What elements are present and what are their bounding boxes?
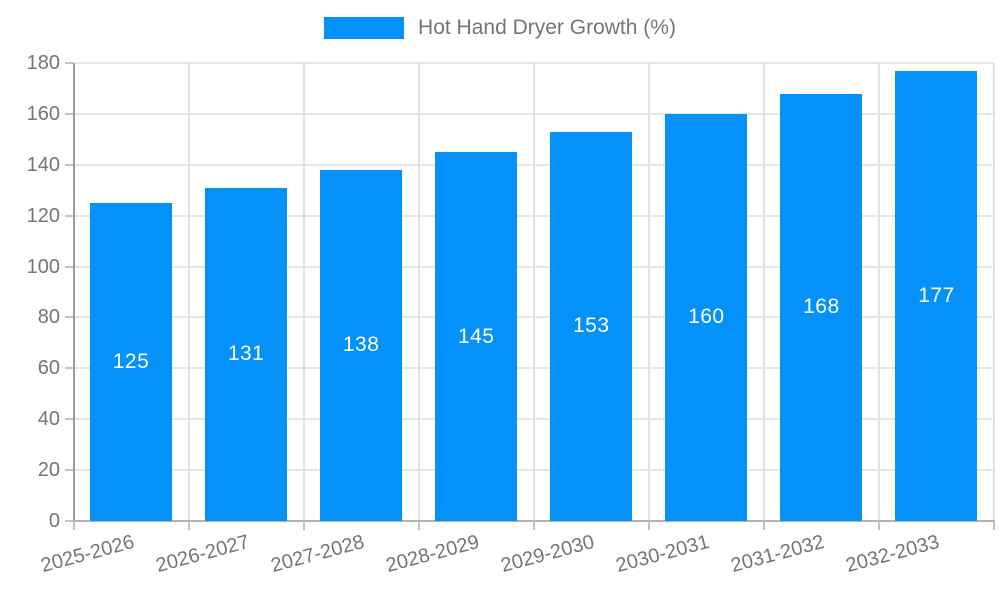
y-tick xyxy=(64,265,73,268)
y-axis-label: 60 xyxy=(37,357,60,380)
v-gridline xyxy=(762,63,765,521)
v-gridline xyxy=(187,63,190,521)
x-tick xyxy=(417,521,420,530)
x-tick xyxy=(72,521,75,530)
y-tick xyxy=(64,520,73,522)
y-axis-label: 20 xyxy=(37,459,60,482)
x-tick xyxy=(532,521,535,530)
y-tick xyxy=(64,112,73,115)
legend-swatch xyxy=(324,17,405,39)
y-tick xyxy=(64,214,73,217)
x-tick xyxy=(993,521,995,530)
y-axis-label: 180 xyxy=(26,52,60,74)
bar[interactable]: 168 xyxy=(780,93,863,521)
bar-value-label: 131 xyxy=(227,342,265,366)
y-axis-label: 120 xyxy=(26,204,60,227)
y-axis-line xyxy=(72,63,75,521)
bar-value-label: 177 xyxy=(918,283,955,307)
y-axis-label: 0 xyxy=(48,510,60,532)
y-tick xyxy=(64,367,73,370)
y-axis-label: 40 xyxy=(37,408,60,431)
y-axis-label: 140 xyxy=(26,153,60,176)
y-axis-label: 100 xyxy=(26,255,60,278)
legend[interactable]: Hot Hand Dryer Growth (%) xyxy=(0,16,1000,40)
bar[interactable]: 145 xyxy=(435,152,518,521)
bar[interactable]: 160 xyxy=(665,113,748,521)
bar[interactable]: 177 xyxy=(895,70,978,521)
x-tick xyxy=(187,521,190,530)
bar-value-label: 160 xyxy=(688,305,725,329)
v-gridline xyxy=(532,63,535,521)
v-gridline xyxy=(417,63,420,521)
bar-value-label: 153 xyxy=(573,314,610,338)
legend-label: Hot Hand Dryer Growth (%) xyxy=(418,16,676,39)
bar[interactable]: 153 xyxy=(550,131,633,521)
x-tick xyxy=(762,521,765,530)
x-tick xyxy=(647,521,650,530)
bar-value-label: 125 xyxy=(112,349,150,373)
y-tick xyxy=(64,163,73,166)
y-tick xyxy=(64,418,73,421)
v-gridline xyxy=(647,63,650,521)
y-tick xyxy=(64,62,73,64)
bar[interactable]: 125 xyxy=(90,202,173,521)
x-tick xyxy=(877,521,880,530)
bar[interactable]: 131 xyxy=(205,187,288,521)
v-gridline xyxy=(993,63,995,521)
y-tick xyxy=(64,316,73,319)
bar-value-label: 168 xyxy=(803,295,840,319)
x-tick xyxy=(302,521,305,530)
y-axis-label: 160 xyxy=(26,102,60,125)
bar-value-label: 145 xyxy=(457,324,495,348)
v-gridline xyxy=(877,63,880,521)
y-axis-label: 80 xyxy=(37,306,60,329)
y-tick xyxy=(64,469,73,472)
bar-value-label: 138 xyxy=(342,333,380,357)
bar[interactable]: 138 xyxy=(320,169,403,521)
v-gridline xyxy=(302,63,305,521)
